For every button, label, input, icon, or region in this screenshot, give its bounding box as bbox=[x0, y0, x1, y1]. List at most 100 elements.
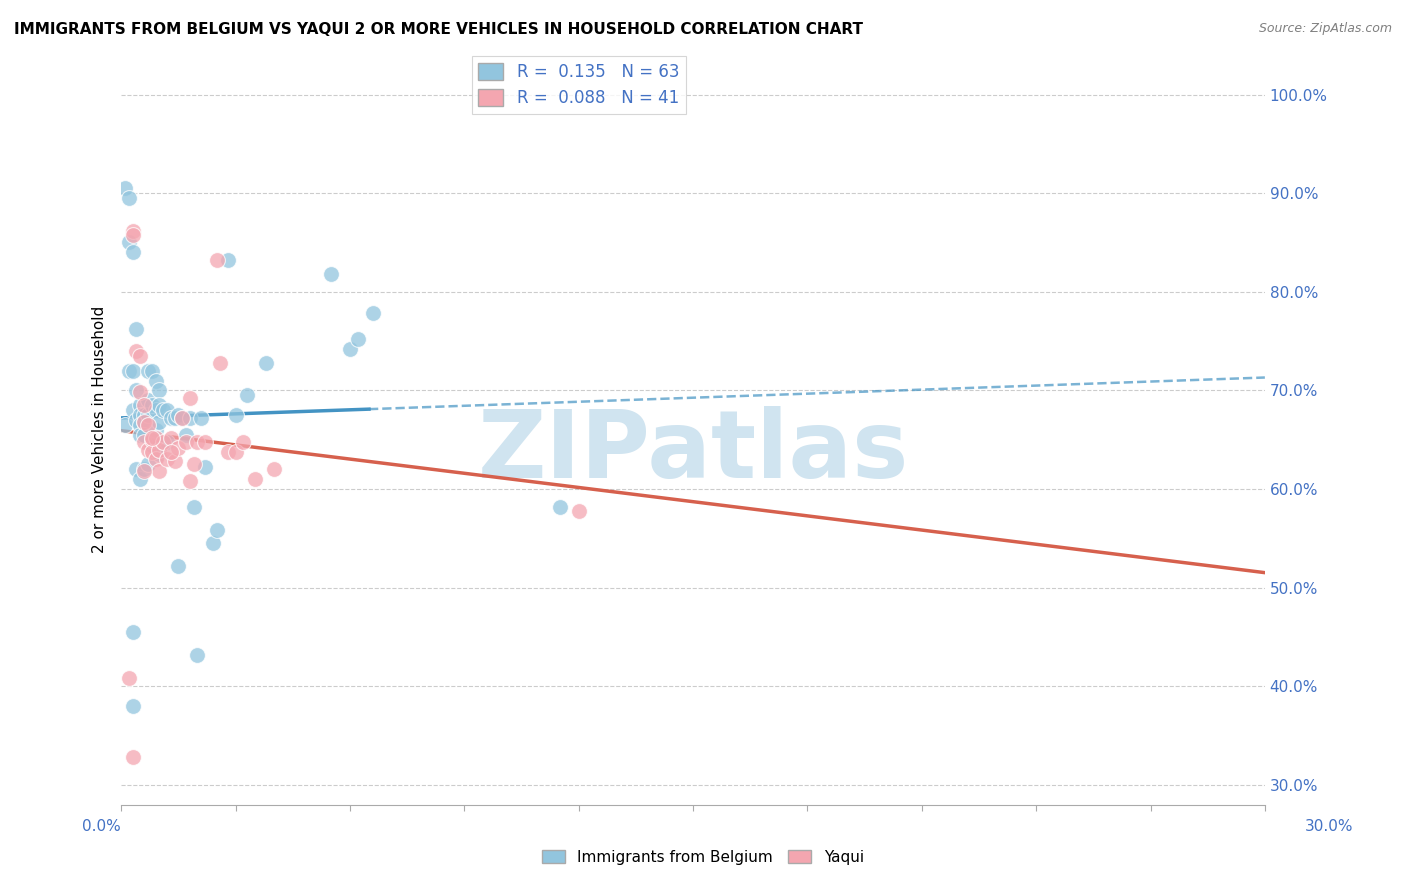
Point bbox=[263, 462, 285, 476]
Point bbox=[159, 411, 181, 425]
Point bbox=[129, 398, 152, 412]
Point bbox=[174, 427, 197, 442]
Point bbox=[121, 224, 143, 238]
Point bbox=[194, 460, 217, 475]
Point bbox=[174, 434, 197, 449]
Point bbox=[145, 403, 167, 417]
Point bbox=[136, 417, 159, 432]
Point bbox=[225, 408, 247, 422]
Point bbox=[121, 698, 143, 713]
Point bbox=[121, 364, 143, 378]
Point bbox=[167, 441, 190, 455]
Text: 30.0%: 30.0% bbox=[1305, 820, 1353, 834]
Text: ZIPatlas: ZIPatlas bbox=[478, 407, 908, 499]
Legend: Immigrants from Belgium, Yaqui: Immigrants from Belgium, Yaqui bbox=[536, 844, 870, 871]
Point bbox=[121, 227, 143, 242]
Point bbox=[129, 417, 152, 432]
Point bbox=[121, 245, 143, 260]
Point bbox=[548, 500, 571, 514]
Point bbox=[129, 385, 152, 400]
Point bbox=[132, 408, 155, 422]
Point bbox=[129, 472, 152, 486]
Point bbox=[125, 384, 148, 398]
Point bbox=[132, 462, 155, 476]
Point bbox=[568, 504, 591, 518]
Point bbox=[121, 403, 143, 417]
Point bbox=[141, 437, 163, 451]
Point bbox=[141, 433, 163, 447]
Point bbox=[194, 434, 217, 449]
Point bbox=[217, 253, 239, 268]
Point bbox=[167, 558, 190, 573]
Point bbox=[125, 413, 148, 427]
Point bbox=[129, 427, 152, 442]
Point bbox=[132, 464, 155, 478]
Text: 0.0%: 0.0% bbox=[82, 820, 121, 834]
Point bbox=[136, 364, 159, 378]
Text: Source: ZipAtlas.com: Source: ZipAtlas.com bbox=[1258, 22, 1392, 36]
Point bbox=[121, 750, 143, 764]
Point bbox=[129, 349, 152, 363]
Point bbox=[163, 411, 186, 425]
Point bbox=[346, 332, 368, 346]
Point bbox=[118, 671, 141, 685]
Point bbox=[132, 415, 155, 429]
Point bbox=[132, 398, 155, 412]
Point bbox=[179, 474, 201, 488]
Point bbox=[148, 448, 170, 462]
Point bbox=[148, 384, 170, 398]
Point bbox=[167, 408, 190, 422]
Point bbox=[319, 267, 342, 281]
Point bbox=[217, 444, 239, 458]
Point bbox=[209, 356, 232, 370]
Point bbox=[186, 434, 208, 449]
Point bbox=[179, 392, 201, 406]
Text: IMMIGRANTS FROM BELGIUM VS YAQUI 2 OR MORE VEHICLES IN HOUSEHOLD CORRELATION CHA: IMMIGRANTS FROM BELGIUM VS YAQUI 2 OR MO… bbox=[14, 22, 863, 37]
Point bbox=[159, 431, 181, 445]
Point bbox=[205, 253, 228, 268]
Point bbox=[159, 444, 181, 458]
Point bbox=[156, 434, 179, 449]
Point bbox=[205, 524, 228, 538]
Point bbox=[152, 434, 174, 449]
Point bbox=[163, 454, 186, 468]
Point bbox=[125, 343, 148, 358]
Point bbox=[118, 191, 141, 205]
Point bbox=[125, 462, 148, 476]
Point bbox=[148, 442, 170, 457]
Point bbox=[361, 306, 384, 320]
Point bbox=[118, 235, 141, 250]
Point bbox=[145, 423, 167, 437]
Point bbox=[179, 411, 201, 425]
Point bbox=[129, 408, 152, 422]
Point bbox=[114, 417, 136, 432]
Point bbox=[141, 431, 163, 445]
Point bbox=[132, 427, 155, 442]
Point bbox=[121, 625, 143, 640]
Point bbox=[132, 415, 155, 429]
Y-axis label: 2 or more Vehicles in Household: 2 or more Vehicles in Household bbox=[93, 306, 107, 553]
Point bbox=[232, 434, 254, 449]
Point bbox=[243, 472, 266, 486]
Point bbox=[148, 415, 170, 429]
Point bbox=[339, 342, 361, 356]
Point bbox=[114, 181, 136, 195]
Point bbox=[145, 374, 167, 388]
Point bbox=[136, 393, 159, 408]
Point bbox=[201, 536, 224, 550]
Point bbox=[145, 431, 167, 445]
Point bbox=[148, 398, 170, 412]
Point bbox=[118, 364, 141, 378]
Point bbox=[183, 458, 205, 472]
Point bbox=[141, 398, 163, 412]
Point bbox=[152, 434, 174, 449]
Point bbox=[136, 458, 159, 472]
Legend: R =  0.135   N = 63, R =  0.088   N = 41: R = 0.135 N = 63, R = 0.088 N = 41 bbox=[471, 56, 686, 114]
Point bbox=[145, 452, 167, 467]
Point bbox=[152, 403, 174, 417]
Point bbox=[132, 434, 155, 449]
Point bbox=[148, 464, 170, 478]
Point bbox=[125, 322, 148, 336]
Point bbox=[156, 452, 179, 467]
Point bbox=[172, 411, 194, 425]
